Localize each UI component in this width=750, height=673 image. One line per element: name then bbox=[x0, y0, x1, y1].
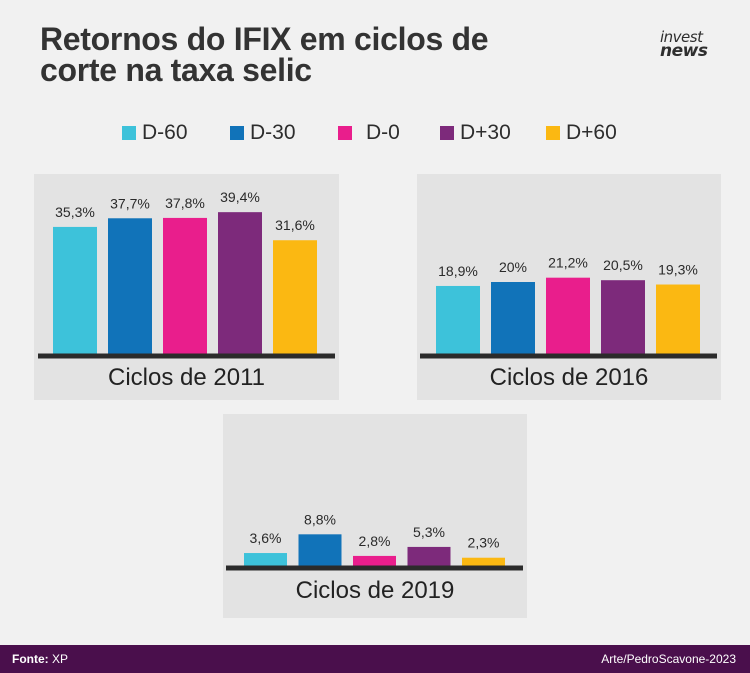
data-label: 19,3% bbox=[658, 262, 698, 278]
data-label: 20,5% bbox=[603, 257, 643, 273]
bar-chart-2019: 3,6% 8,8% 2,8% 5,3% 2,3% bbox=[226, 511, 523, 571]
bar-d-30 bbox=[298, 534, 342, 566]
title-line-2: corte na taxa selic bbox=[40, 52, 312, 88]
logo-line-2: news bbox=[660, 41, 708, 61]
legend-item-d-30: D-30 bbox=[230, 120, 296, 146]
logo-line-1: invest bbox=[660, 28, 703, 46]
data-label: 37,7% bbox=[110, 195, 150, 211]
panel-title-2016: Ciclos de 2016 bbox=[489, 364, 649, 391]
source-label: Fonte: bbox=[12, 652, 49, 666]
source: Fonte: XP bbox=[12, 652, 68, 666]
bar-chart-2016: 18,9% 20% 21,2% 20,5% 19,3% bbox=[420, 255, 717, 359]
footer-bar: Fonte: XP Arte/PedroScavone-2023 bbox=[0, 645, 750, 673]
bar-d-30 bbox=[491, 282, 535, 354]
bar-dplus60 bbox=[462, 557, 505, 566]
data-label: 2,8% bbox=[359, 533, 391, 549]
legend-label: D+60 bbox=[566, 121, 617, 144]
panel-title-2011: Ciclos de 2011 bbox=[108, 364, 265, 391]
art-credit: Arte/PedroScavone-2023 bbox=[601, 652, 736, 666]
legend-label: D-0 bbox=[366, 121, 400, 144]
bar-dplus30 bbox=[218, 212, 262, 354]
data-label: 8,8% bbox=[304, 511, 336, 527]
bar-d-30 bbox=[108, 218, 152, 354]
legend-swatch bbox=[338, 126, 352, 140]
investnews-logo: invest news bbox=[660, 28, 730, 61]
chart-panel-2011: 35,3% 37,7% 37,8% 39,4% 31,6% Ciclos de 2011 bbox=[34, 174, 339, 400]
bar-dplus30 bbox=[601, 280, 645, 354]
data-label: 20% bbox=[499, 259, 527, 275]
bar-chart-2011: 35,3% 37,7% 37,8% 39,4% 31,6% bbox=[38, 189, 335, 359]
data-label: 39,4% bbox=[220, 189, 260, 205]
legend-label: D-30 bbox=[250, 121, 296, 144]
legend-item-d-60: D-60 bbox=[122, 120, 188, 146]
bar-d-60 bbox=[436, 285, 480, 354]
data-label: 5,3% bbox=[413, 524, 445, 540]
legend-swatch bbox=[230, 126, 244, 140]
bar-d-0 bbox=[353, 555, 396, 566]
data-label: 18,9% bbox=[438, 263, 478, 279]
data-label: 3,6% bbox=[250, 530, 282, 546]
legend-label: D-60 bbox=[142, 121, 188, 144]
source-value: XP bbox=[52, 652, 69, 666]
legend-item-d-plus-30: D+30 bbox=[440, 120, 511, 146]
legend-label: D+30 bbox=[460, 121, 511, 144]
data-label: 37,8% bbox=[165, 195, 205, 211]
bar-d-0 bbox=[546, 277, 590, 354]
legend-item-d-plus-60: D+60 bbox=[546, 120, 617, 146]
bar-d-0 bbox=[163, 217, 207, 354]
legend-swatch bbox=[122, 126, 136, 140]
title-line-1: Retornos do IFIX em ciclos de bbox=[40, 21, 489, 57]
data-label: 35,3% bbox=[55, 204, 95, 220]
bar-dplus60 bbox=[273, 240, 317, 354]
bar-d-60 bbox=[244, 553, 287, 566]
data-label: 21,2% bbox=[548, 255, 588, 271]
chart-title: Retornos do IFIX em ciclos de corte na t… bbox=[40, 21, 560, 88]
data-label: 31,6% bbox=[275, 217, 315, 233]
legend-swatch bbox=[546, 126, 560, 140]
bar-dplus60 bbox=[656, 284, 700, 354]
legend: D-60 D-30 D-0 D+30 D+60 bbox=[0, 120, 750, 146]
data-label: 2,3% bbox=[468, 535, 500, 551]
bar-dplus30 bbox=[407, 546, 451, 566]
chart-panel-2019: 3,6% 8,8% 2,8% 5,3% 2,3% Ciclos de 2019 bbox=[223, 414, 527, 618]
legend-swatch bbox=[440, 126, 454, 140]
legend-item-d-0: D-0 bbox=[338, 120, 400, 146]
bar-d-60 bbox=[53, 226, 97, 354]
chart-panel-2016: 18,9% 20% 21,2% 20,5% 19,3% Ciclos de 2016 bbox=[417, 174, 721, 400]
panel-title-2019: Ciclos de 2019 bbox=[295, 577, 455, 604]
